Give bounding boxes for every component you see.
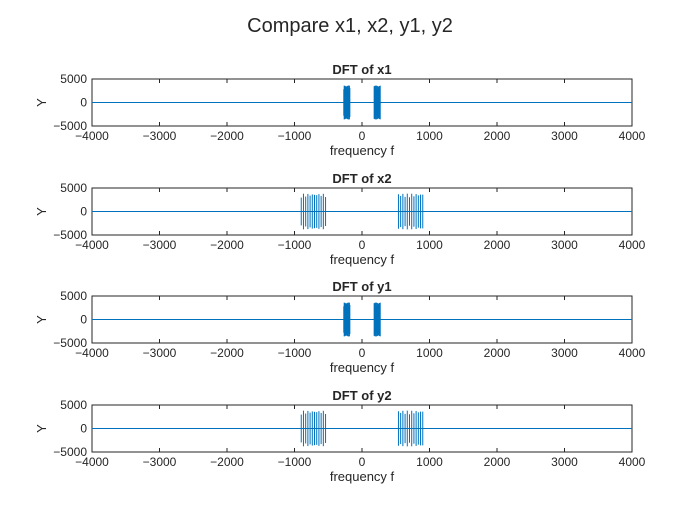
x-tick-label: 2000: [484, 238, 511, 252]
x-tick-label: −3000: [143, 238, 177, 252]
x-axis-label: frequency f: [330, 469, 395, 484]
x-tick-label: 1000: [416, 129, 443, 143]
x-tick-label: −3000: [143, 346, 177, 360]
x-tick-label: 3000: [551, 346, 578, 360]
data-area: [92, 410, 632, 447]
x-tick-label: −2000: [210, 346, 244, 360]
x-tick-label: 1000: [416, 238, 443, 252]
spectral-burst: [373, 85, 381, 120]
x-tick-label: 2000: [484, 346, 511, 360]
subplot-title: DFT of x1: [332, 62, 391, 77]
x-tick-label: 0: [359, 346, 366, 360]
y-tick-label: 5000: [60, 181, 87, 195]
x-tick-label: −4000: [75, 455, 109, 469]
x-axis-label: frequency f: [330, 252, 395, 267]
spectral-burst: [343, 302, 351, 337]
subplot-2: DFT of x2 −4000 −3000 −2000 −1000 0 1000 2000 30…: [34, 171, 646, 267]
subplot-title: DFT of y1: [332, 279, 391, 294]
figure-suptitle: Compare x1, x2, y1, y2: [247, 15, 453, 37]
spectral-burst: [397, 193, 424, 230]
x-tick-label: −1000: [278, 129, 312, 143]
x-tick-label: 4000: [619, 346, 646, 360]
x-tick-label: −2000: [210, 238, 244, 252]
x-axis-label: frequency f: [330, 360, 395, 375]
x-tick-label: −1000: [278, 238, 312, 252]
x-axis-label: frequency f: [330, 143, 395, 158]
x-tick-label: 2000: [484, 129, 511, 143]
y-axis-label: Y: [34, 424, 49, 433]
spectral-burst: [397, 410, 424, 447]
x-tick-label: 2000: [484, 455, 511, 469]
x-tick-label: 4000: [619, 455, 646, 469]
spectral-burst: [300, 193, 327, 230]
x-tick-label: 3000: [551, 455, 578, 469]
x-tick-label: −4000: [75, 238, 109, 252]
x-tick-label: −2000: [210, 129, 244, 143]
x-tick-label: 0: [359, 455, 366, 469]
y-tick-label: 0: [80, 205, 87, 219]
x-tick-label: 1000: [416, 455, 443, 469]
x-tick-label: −3000: [143, 455, 177, 469]
y-axis-label: Y: [34, 207, 49, 216]
y-tick-label: 0: [80, 313, 87, 327]
spectral-burst: [343, 85, 351, 120]
y-tick-label: −5000: [53, 336, 87, 350]
x-tick-label: 1000: [416, 346, 443, 360]
subplot-title: DFT of y2: [332, 388, 391, 403]
x-tick-label: 3000: [551, 238, 578, 252]
spectral-burst: [373, 302, 381, 337]
x-tick-label: −3000: [143, 129, 177, 143]
x-tick-label: −4000: [75, 346, 109, 360]
y-axis-label: Y: [34, 315, 49, 324]
y-tick-label: 5000: [60, 289, 87, 303]
subplot-3: DFT of y1 −4000 −3000 −2000 −1000 0 1000 2000 30…: [34, 279, 646, 375]
subplot-4: DFT of y2 −4000 −3000 −2000 −1000 0 1000 2000 30…: [34, 388, 646, 484]
y-tick-label: 5000: [60, 398, 87, 412]
y-tick-label: 5000: [60, 72, 87, 86]
x-tick-label: 4000: [619, 238, 646, 252]
x-tick-label: −2000: [210, 455, 244, 469]
subplot-1: DFT of x1 −4000 −3000 −2000 −1000 0 1000 2000 30…: [34, 62, 646, 158]
x-tick-label: −1000: [278, 346, 312, 360]
x-tick-label: −4000: [75, 129, 109, 143]
x-tick-label: 4000: [619, 129, 646, 143]
x-tick-label: 0: [359, 129, 366, 143]
y-tick-label: −5000: [53, 228, 87, 242]
data-area: [92, 85, 632, 120]
spectral-burst: [300, 410, 327, 447]
x-tick-label: −1000: [278, 455, 312, 469]
data-area: [92, 193, 632, 230]
y-tick-label: −5000: [53, 445, 87, 459]
y-tick-label: 0: [80, 422, 87, 436]
x-tick-label: 3000: [551, 129, 578, 143]
x-tick-label: 0: [359, 238, 366, 252]
y-axis-label: Y: [34, 98, 49, 107]
y-tick-label: −5000: [53, 119, 87, 133]
data-area: [92, 302, 632, 337]
subplot-title: DFT of x2: [332, 171, 391, 186]
y-tick-label: 0: [80, 96, 87, 110]
